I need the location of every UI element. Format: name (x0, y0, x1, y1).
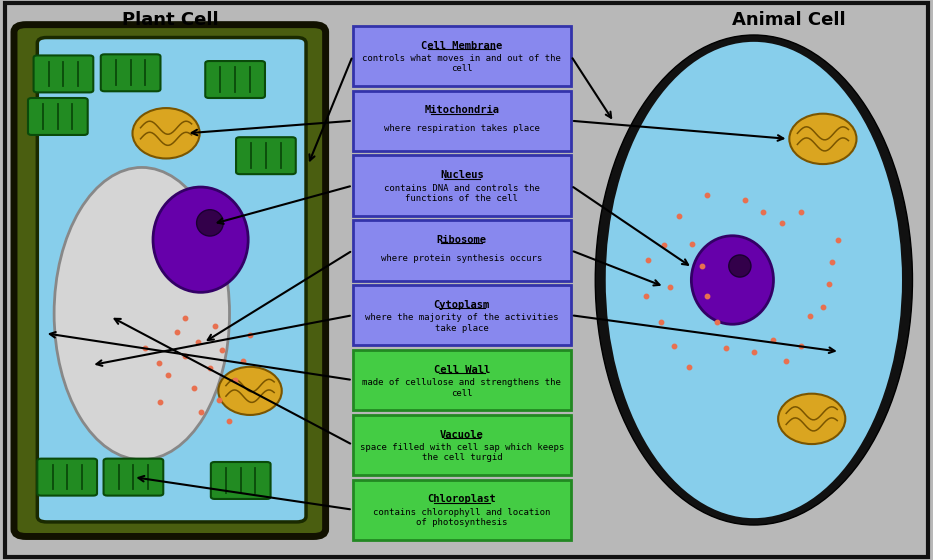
FancyBboxPatch shape (353, 479, 571, 540)
FancyBboxPatch shape (37, 38, 306, 522)
FancyBboxPatch shape (353, 414, 571, 475)
Text: Animal Cell: Animal Cell (731, 11, 845, 29)
Ellipse shape (604, 40, 904, 520)
Text: made of cellulose and strengthens the
cell: made of cellulose and strengthens the ce… (362, 378, 562, 398)
FancyBboxPatch shape (353, 156, 571, 216)
Ellipse shape (54, 167, 230, 460)
Ellipse shape (729, 255, 751, 277)
Text: where protein synthesis occurs: where protein synthesis occurs (382, 254, 542, 263)
FancyBboxPatch shape (205, 61, 265, 98)
Ellipse shape (197, 210, 223, 236)
FancyBboxPatch shape (353, 220, 571, 281)
Text: where the majority of the activities
take place: where the majority of the activities tak… (365, 314, 559, 333)
FancyBboxPatch shape (101, 54, 160, 91)
Text: Chloroplast: Chloroplast (427, 494, 496, 505)
FancyBboxPatch shape (28, 98, 88, 135)
Text: contains DNA and controls the
functions of the cell: contains DNA and controls the functions … (383, 184, 540, 203)
Ellipse shape (153, 187, 248, 292)
FancyBboxPatch shape (353, 91, 571, 151)
FancyBboxPatch shape (211, 462, 271, 499)
Ellipse shape (778, 394, 845, 444)
Text: Cell Membrane: Cell Membrane (421, 41, 503, 50)
Ellipse shape (218, 367, 282, 415)
FancyBboxPatch shape (353, 285, 571, 346)
Ellipse shape (595, 35, 912, 525)
FancyBboxPatch shape (104, 459, 163, 496)
Text: contains chlorophyll and location
of photosynthesis: contains chlorophyll and location of pho… (373, 508, 550, 527)
FancyBboxPatch shape (5, 3, 928, 557)
Text: Mitochondria: Mitochondria (425, 105, 499, 115)
Text: Ribosome: Ribosome (437, 235, 487, 245)
Ellipse shape (132, 108, 200, 158)
FancyBboxPatch shape (236, 137, 296, 174)
FancyBboxPatch shape (353, 350, 571, 410)
Text: Cytoplasm: Cytoplasm (434, 300, 490, 310)
Text: Nucleus: Nucleus (440, 170, 483, 180)
Text: Cell Wall: Cell Wall (434, 365, 490, 375)
Text: Plant Cell: Plant Cell (122, 11, 219, 29)
Ellipse shape (691, 236, 773, 324)
FancyBboxPatch shape (37, 459, 97, 496)
Text: controls what moves in and out of the
cell: controls what moves in and out of the ce… (362, 54, 562, 73)
Text: Vacuole: Vacuole (440, 430, 483, 440)
Text: space filled with cell sap which keeps
the cell turgid: space filled with cell sap which keeps t… (360, 443, 564, 463)
Text: where respiration takes place: where respiration takes place (383, 124, 540, 133)
FancyBboxPatch shape (353, 26, 571, 86)
Ellipse shape (789, 114, 856, 164)
FancyBboxPatch shape (34, 55, 93, 92)
FancyBboxPatch shape (14, 25, 326, 536)
